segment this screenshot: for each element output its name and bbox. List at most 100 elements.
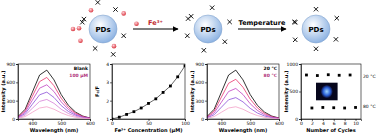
tick: 500 bbox=[246, 119, 255, 126]
tick-label: 0 bbox=[111, 121, 114, 126]
y-axis-title: F₀/F bbox=[94, 86, 100, 97]
quench-mark bbox=[80, 20, 84, 24]
axis-line bbox=[110, 65, 113, 120]
axis-line bbox=[205, 65, 208, 120]
tick: 600 bbox=[86, 119, 95, 126]
tick: 1 bbox=[106, 117, 112, 122]
ion bbox=[78, 38, 83, 43]
quench-stroke bbox=[293, 20, 297, 24]
quench-stroke bbox=[186, 16, 190, 20]
tick-label: 500 bbox=[57, 121, 66, 126]
plot-area bbox=[18, 70, 90, 119]
tick-mark bbox=[16, 82, 18, 83]
y-axis: 0300600900 bbox=[6, 62, 18, 122]
tick-mark bbox=[299, 92, 301, 93]
quench-stroke bbox=[189, 14, 193, 18]
point bbox=[169, 85, 172, 88]
series-line bbox=[112, 66, 185, 119]
tick-label: 0 bbox=[300, 121, 303, 126]
plot-area bbox=[112, 64, 185, 119]
series-label: 100 μM bbox=[69, 73, 88, 78]
tick-label: 2 bbox=[311, 121, 314, 126]
x-axis: 0 50 100 bbox=[111, 119, 190, 126]
quench-mark bbox=[293, 20, 297, 24]
tick: 400 bbox=[218, 119, 227, 126]
diagram: PDsPDsPDsFe³⁺Temperature bbox=[71, 0, 339, 56]
tick: 0 bbox=[300, 119, 303, 126]
x-axis-title: Wavelength (nm) bbox=[30, 127, 79, 134]
point bbox=[311, 107, 314, 110]
tick-label: 400 bbox=[218, 121, 227, 126]
quench-stroke bbox=[186, 16, 190, 20]
series-line bbox=[18, 77, 90, 118]
quench-mark bbox=[293, 38, 297, 42]
point bbox=[162, 91, 165, 94]
tick-label: 4 bbox=[322, 121, 325, 126]
y-axis-title: Intensity (a.u.) bbox=[189, 70, 196, 112]
quench-mark bbox=[292, 20, 296, 24]
point bbox=[176, 75, 179, 78]
tick-mark bbox=[16, 64, 18, 65]
quench-stroke bbox=[227, 20, 231, 24]
quench-mark bbox=[93, 46, 97, 50]
tick-label: 50 bbox=[146, 121, 152, 126]
series-line bbox=[207, 98, 279, 119]
series-line bbox=[18, 92, 90, 118]
arrow-label: Fe³⁺ bbox=[148, 19, 163, 27]
chart: 0501001234Fe³⁺ Concentration (μM)F₀/F bbox=[94, 62, 190, 134]
quench-stroke bbox=[210, 6, 214, 10]
quench-stroke bbox=[334, 37, 338, 41]
tick: 600 bbox=[6, 80, 18, 85]
plot-area bbox=[207, 70, 279, 119]
tick-label: 2 bbox=[106, 99, 109, 104]
quench-stroke bbox=[121, 34, 125, 38]
point bbox=[133, 110, 136, 113]
inset-photo bbox=[316, 83, 338, 101]
tick: 0 bbox=[295, 117, 301, 122]
tick-label: 8 bbox=[344, 121, 347, 126]
x-axis-title: Fe³⁺ Concentration (μM) bbox=[114, 127, 182, 134]
quench-stroke bbox=[113, 7, 117, 11]
tick: 10 bbox=[353, 119, 359, 126]
quench-mark bbox=[223, 40, 227, 44]
axis-line bbox=[16, 65, 19, 120]
ion bbox=[134, 21, 139, 26]
tick-label: 300 bbox=[6, 99, 15, 104]
quench-mark bbox=[202, 48, 206, 52]
tick-label: 0 bbox=[201, 117, 204, 122]
point bbox=[321, 106, 324, 109]
point bbox=[332, 106, 335, 109]
tick-label: 600 bbox=[86, 121, 95, 126]
tick-mark bbox=[110, 119, 112, 120]
tick-mark bbox=[16, 119, 18, 120]
tick: 500 bbox=[289, 89, 301, 94]
tick: 50 bbox=[146, 119, 152, 126]
tick-mark bbox=[205, 64, 207, 65]
ion bbox=[89, 8, 94, 13]
series-line bbox=[207, 107, 279, 119]
tick: 1000 bbox=[287, 62, 301, 67]
tick: 4 bbox=[322, 119, 325, 126]
plot-frame bbox=[207, 64, 279, 119]
tick-mark bbox=[110, 82, 112, 83]
tick-label: 600 bbox=[275, 121, 284, 126]
point bbox=[316, 74, 319, 77]
tick-label: 500 bbox=[246, 121, 255, 126]
quench-mark bbox=[335, 16, 339, 20]
tick: 4 bbox=[106, 62, 112, 67]
ion bbox=[121, 11, 126, 16]
figure: PDsPDsPDsFe³⁺Temperature4005006000300600… bbox=[0, 0, 378, 134]
quench-stroke bbox=[121, 34, 125, 38]
series-line bbox=[18, 107, 90, 119]
series-label: Blank bbox=[74, 66, 89, 71]
x-axis-title: Wavelength (nm) bbox=[219, 127, 268, 134]
point bbox=[327, 73, 330, 76]
point bbox=[140, 107, 143, 110]
tick-mark bbox=[205, 82, 207, 83]
tick-label: 100 bbox=[181, 121, 190, 126]
point bbox=[305, 74, 308, 77]
quench-mark bbox=[113, 7, 117, 11]
x-axis: 0246810 bbox=[300, 119, 361, 126]
tick-label: 0 bbox=[12, 117, 15, 122]
quench-stroke bbox=[185, 34, 189, 38]
